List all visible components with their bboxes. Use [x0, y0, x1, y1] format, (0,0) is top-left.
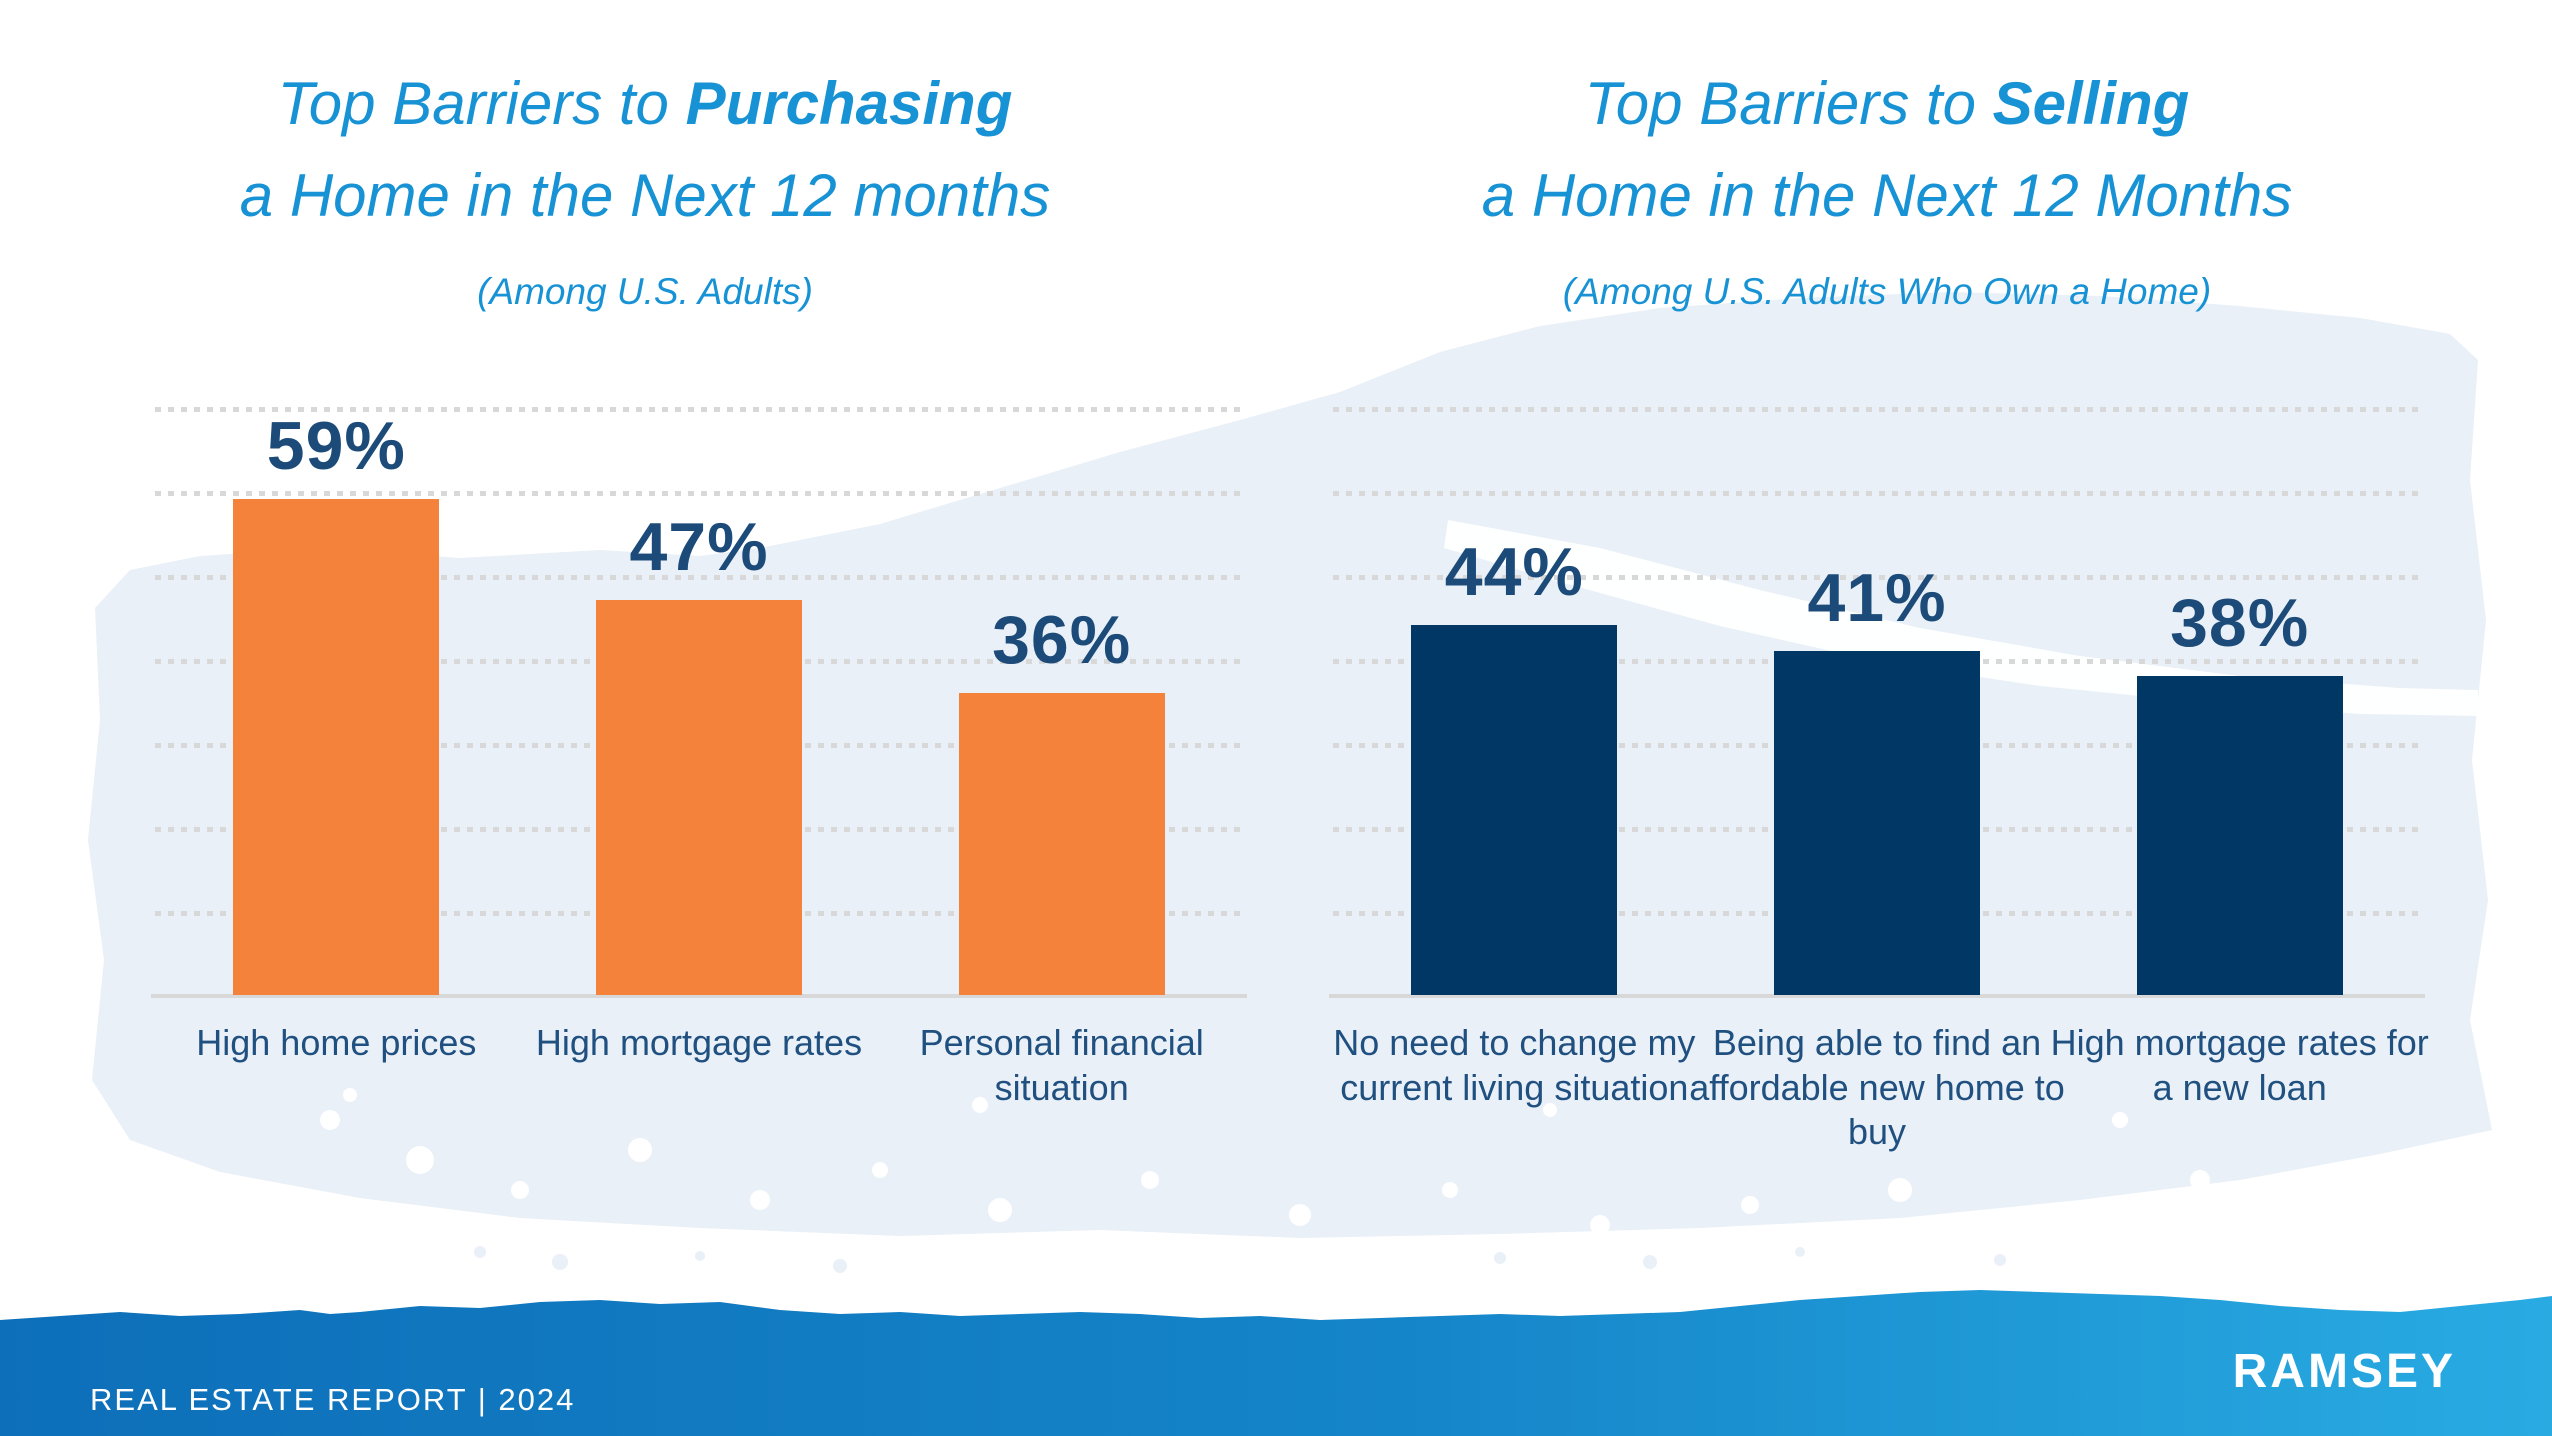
- title-emphasis-text: Selling: [1992, 70, 2190, 137]
- bar: [958, 692, 1165, 995]
- wash-white-speckles: [320, 1088, 2210, 1235]
- bar-value-label: 59%: [266, 408, 406, 485]
- plot-area: 44% No need to change my current living s…: [1329, 407, 2429, 1153]
- chart-subtitle: (Among U.S. Adults Who Own a Home): [1562, 271, 2212, 312]
- ramsey-logo: RAMSEY: [2232, 1345, 2456, 1398]
- report-label: REAL ESTATE REPORT | 2024: [90, 1382, 576, 1417]
- bar-value-label: 38%: [2170, 584, 2310, 661]
- title-line-2: a Home in the Next 12 Months: [1481, 162, 2293, 229]
- bar-category-label: Being able to find an affordable new hom…: [1689, 1022, 2065, 1153]
- bar-category-label: Personal financial situation: [919, 1022, 1204, 1108]
- wash-blob: [88, 292, 2492, 1238]
- bar-category-label: High mortgage rates: [535, 1022, 863, 1063]
- gridline: [1333, 575, 2421, 580]
- bar-group: 59% High home prices: [155, 407, 518, 1063]
- gridline: [155, 491, 1243, 496]
- bar-group: 44% No need to change my current living s…: [1333, 407, 1696, 1107]
- chart-subtitle: (Among U.S. Adults): [477, 271, 813, 312]
- bar-group: 41% Being able to find an affordable new …: [1689, 407, 2065, 1153]
- footer-brush-band: [0, 1290, 2552, 1436]
- gridline: [155, 575, 1243, 580]
- x-axis-baseline: [151, 994, 1247, 998]
- bar-value-label: 41%: [1807, 559, 1947, 636]
- title-line-2: a Home in the Next 12 months: [239, 162, 1051, 229]
- gridline: [1333, 407, 2421, 412]
- purchasing-chart-title: Top Barriers to Purchasing a Home in the…: [0, 58, 1290, 314]
- bar-group: 38% High mortgage rates for a new loan: [2051, 407, 2429, 1108]
- title-line-1: Top Barriers to Selling: [1292, 58, 2482, 150]
- bar: [1411, 625, 1618, 995]
- bars-row: 59% High home prices 47% High mortgage rate…: [155, 407, 1243, 1108]
- bars-row: 44% No need to change my current living s…: [1333, 407, 2429, 1153]
- x-axis-baseline: [1329, 994, 2425, 998]
- gridline: [155, 407, 1243, 412]
- bar-value-label: 36%: [992, 601, 1132, 678]
- bar: [596, 600, 802, 995]
- purchasing-bar-chart: 59% High home prices 47% High mortgage rate…: [151, 407, 1247, 1108]
- bar-value-label: 47%: [629, 509, 769, 586]
- bar-group: 36% Personal financial situation: [880, 407, 1243, 1108]
- selling-bar-chart: 44% No need to change my current living s…: [1329, 407, 2429, 1153]
- title-line-1: Top Barriers to Purchasing: [0, 58, 1290, 150]
- title-emphasis-text: Purchasing: [685, 70, 1013, 137]
- bar-value-label: 44%: [1444, 534, 1584, 611]
- title-regular-text: Top Barriers to: [277, 70, 686, 137]
- title-regular-text: Top Barriers to: [1584, 70, 1993, 137]
- wash-blue-speckles: [474, 1144, 2006, 1273]
- bar-category-label: High mortgage rates for a new loan: [2050, 1022, 2429, 1108]
- wash-white-streak: [1444, 520, 2478, 716]
- bar: [2136, 675, 2343, 995]
- bar-category-label: High home prices: [196, 1022, 477, 1063]
- bar-category-label: No need to change my current living situ…: [1333, 1022, 1696, 1108]
- bar-group: 47% High mortgage rates: [518, 407, 881, 1063]
- gridline: [1333, 491, 2421, 496]
- bar: [1774, 650, 1980, 995]
- plot-area: 59% High home prices 47% High mortgage rate…: [151, 407, 1247, 1108]
- bar: [233, 499, 440, 995]
- selling-chart-title: Top Barriers to Selling a Home in the Ne…: [1292, 58, 2482, 314]
